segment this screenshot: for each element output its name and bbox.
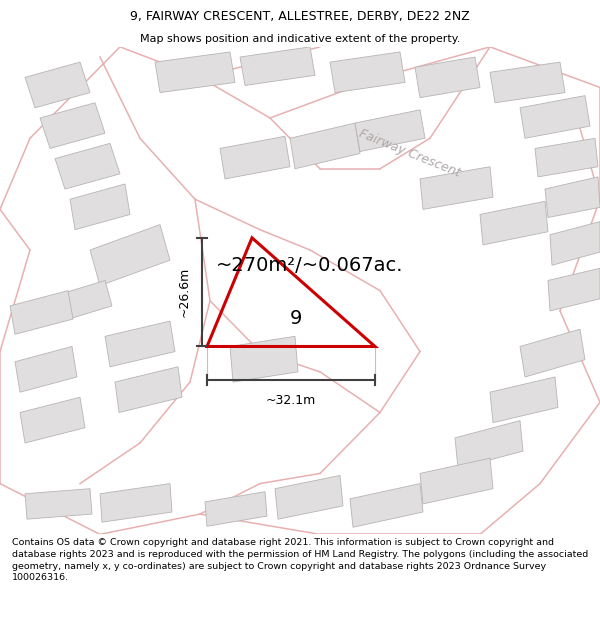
Polygon shape	[420, 458, 493, 504]
Polygon shape	[275, 476, 343, 519]
Polygon shape	[55, 281, 112, 321]
Polygon shape	[355, 110, 425, 151]
Polygon shape	[415, 57, 480, 98]
Polygon shape	[25, 62, 90, 107]
Polygon shape	[455, 421, 523, 468]
Polygon shape	[205, 492, 267, 526]
Polygon shape	[520, 329, 585, 377]
Polygon shape	[100, 484, 172, 522]
Polygon shape	[220, 136, 290, 179]
Polygon shape	[115, 367, 182, 413]
Polygon shape	[90, 224, 170, 286]
Polygon shape	[545, 177, 600, 217]
Text: Contains OS data © Crown copyright and database right 2021. This information is : Contains OS data © Crown copyright and d…	[12, 538, 588, 582]
Text: 9, FAIRWAY CRESCENT, ALLESTREE, DERBY, DE22 2NZ: 9, FAIRWAY CRESCENT, ALLESTREE, DERBY, D…	[130, 10, 470, 23]
Polygon shape	[25, 489, 92, 519]
Polygon shape	[550, 221, 600, 265]
Polygon shape	[20, 398, 85, 443]
Polygon shape	[535, 138, 598, 177]
Polygon shape	[490, 62, 565, 102]
Polygon shape	[55, 143, 120, 189]
Text: Map shows position and indicative extent of the property.: Map shows position and indicative extent…	[140, 34, 460, 44]
Text: Fairway Crescent: Fairway Crescent	[358, 127, 463, 180]
Polygon shape	[350, 484, 423, 528]
Polygon shape	[15, 346, 77, 392]
Polygon shape	[330, 52, 405, 92]
Polygon shape	[420, 167, 493, 209]
Polygon shape	[70, 184, 130, 229]
Polygon shape	[40, 102, 105, 148]
Text: 9: 9	[290, 309, 302, 328]
Polygon shape	[10, 291, 73, 334]
Polygon shape	[155, 52, 235, 92]
Text: ~270m²/~0.067ac.: ~270m²/~0.067ac.	[216, 256, 404, 275]
Polygon shape	[240, 47, 315, 86]
Polygon shape	[105, 321, 175, 367]
Polygon shape	[548, 268, 600, 311]
Polygon shape	[490, 377, 558, 423]
Polygon shape	[230, 336, 298, 382]
Text: ~32.1m: ~32.1m	[266, 394, 316, 408]
Polygon shape	[520, 96, 590, 138]
Polygon shape	[290, 123, 360, 169]
Text: ~26.6m: ~26.6m	[178, 267, 191, 318]
Polygon shape	[480, 201, 548, 245]
